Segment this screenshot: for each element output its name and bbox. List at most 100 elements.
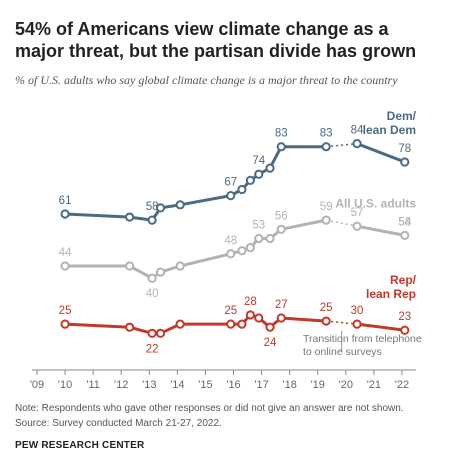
series-line-online bbox=[356, 142, 406, 164]
data-point bbox=[265, 163, 275, 173]
data-label: 84 bbox=[351, 125, 364, 137]
series-line-online bbox=[356, 224, 406, 237]
x-tick-label: '17 bbox=[254, 379, 268, 391]
data-point bbox=[226, 249, 236, 259]
data-point bbox=[125, 261, 135, 271]
data-point bbox=[321, 142, 331, 152]
data-point bbox=[254, 169, 264, 179]
data-label: 22 bbox=[146, 343, 159, 355]
data-point bbox=[60, 319, 70, 329]
x-tick-label: '13 bbox=[142, 379, 156, 391]
data-point bbox=[175, 261, 185, 271]
data-label: 53 bbox=[252, 219, 265, 231]
data-label: 58 bbox=[398, 216, 411, 228]
data-label: 58 bbox=[146, 201, 159, 213]
data-point bbox=[155, 267, 166, 277]
x-tick-label: '22 bbox=[395, 379, 409, 391]
data-point bbox=[237, 246, 247, 256]
data-point bbox=[276, 313, 286, 323]
data-label: 83 bbox=[320, 128, 333, 140]
chart-note: Note: Respondents who gave other respons… bbox=[15, 403, 404, 414]
chart-subtitle: % of U.S. adults who say global climate … bbox=[15, 73, 398, 87]
series-name-label: lean Rep bbox=[366, 287, 416, 301]
data-label: 57 bbox=[351, 207, 364, 219]
data-point bbox=[254, 313, 264, 323]
data-label: 48 bbox=[224, 235, 237, 247]
data-point bbox=[60, 209, 70, 219]
data-label: 74 bbox=[252, 155, 265, 167]
data-label: 25 bbox=[224, 305, 237, 317]
data-point bbox=[226, 319, 236, 329]
x-tick-label: '14 bbox=[170, 379, 184, 391]
annotation-text: to online surveys bbox=[303, 346, 382, 358]
data-point bbox=[147, 328, 157, 338]
data-label: 54 bbox=[398, 216, 411, 228]
data-label: 67 bbox=[224, 177, 237, 189]
data-point bbox=[125, 212, 135, 222]
series-mode-change-connector bbox=[326, 219, 358, 227]
data-point bbox=[245, 243, 255, 253]
series-line-telephone bbox=[65, 218, 327, 280]
data-point bbox=[254, 233, 264, 244]
data-point bbox=[245, 175, 255, 185]
x-tick-label: '19 bbox=[311, 379, 325, 391]
data-point bbox=[226, 191, 236, 201]
data-label: 30 bbox=[351, 305, 364, 317]
x-tick-label: '18 bbox=[282, 379, 296, 391]
x-tick-label: '12 bbox=[114, 379, 128, 391]
x-tick-label: '20 bbox=[339, 379, 353, 391]
data-label: 24 bbox=[264, 337, 277, 349]
data-label: 44 bbox=[59, 247, 72, 259]
data-point bbox=[147, 215, 157, 225]
data-point bbox=[276, 142, 286, 152]
data-point bbox=[175, 200, 185, 210]
data-label: 56 bbox=[275, 210, 288, 222]
series-name-label: lean Dem bbox=[363, 123, 416, 137]
data-point bbox=[147, 273, 157, 283]
data-label: 61 bbox=[59, 195, 72, 207]
data-point bbox=[60, 261, 70, 271]
data-label: 40 bbox=[146, 288, 159, 300]
series-name-label: All U.S. adults bbox=[335, 196, 416, 210]
series-mode-change-connector bbox=[326, 320, 358, 325]
x-tick-label: '10 bbox=[58, 379, 72, 391]
data-label: 78 bbox=[398, 143, 411, 155]
chart-source: Source: Survey conducted March 21-27, 20… bbox=[15, 418, 222, 429]
data-point bbox=[400, 157, 410, 167]
data-point bbox=[125, 322, 135, 332]
publisher-name: PEW RESEARCH CENTER bbox=[15, 440, 145, 451]
x-tick-label: '15 bbox=[198, 379, 212, 391]
x-tick-label: '09 bbox=[30, 379, 44, 391]
data-point bbox=[276, 224, 286, 234]
data-point bbox=[321, 316, 331, 326]
data-point bbox=[400, 325, 410, 335]
data-label: 25 bbox=[59, 305, 72, 317]
data-label: 83 bbox=[275, 128, 288, 140]
data-label: 28 bbox=[244, 296, 257, 308]
series-name-label: Dem/ bbox=[387, 109, 417, 123]
data-point bbox=[400, 230, 410, 241]
chart-title: 54% of Americans view climate change as … bbox=[15, 19, 417, 61]
series-line-telephone bbox=[65, 145, 327, 222]
annotation-text: Transition from telephone bbox=[303, 333, 422, 345]
data-point bbox=[265, 233, 275, 244]
data-point bbox=[237, 184, 247, 195]
data-label: 59 bbox=[320, 201, 333, 213]
data-point bbox=[237, 319, 247, 329]
data-point bbox=[155, 328, 166, 338]
data-point bbox=[245, 310, 255, 320]
series-mode-change-connector bbox=[326, 142, 358, 148]
data-point bbox=[321, 215, 331, 225]
series-line-telephone bbox=[65, 313, 327, 335]
data-label: 25 bbox=[320, 302, 333, 314]
data-point bbox=[352, 221, 362, 231]
data-point bbox=[352, 139, 362, 149]
data-label: 23 bbox=[398, 311, 411, 323]
data-point bbox=[175, 319, 185, 329]
data-point bbox=[352, 319, 362, 329]
series-name-label: Rep/ bbox=[390, 273, 417, 287]
data-point bbox=[265, 322, 275, 332]
x-tick-label: '11 bbox=[86, 379, 100, 391]
